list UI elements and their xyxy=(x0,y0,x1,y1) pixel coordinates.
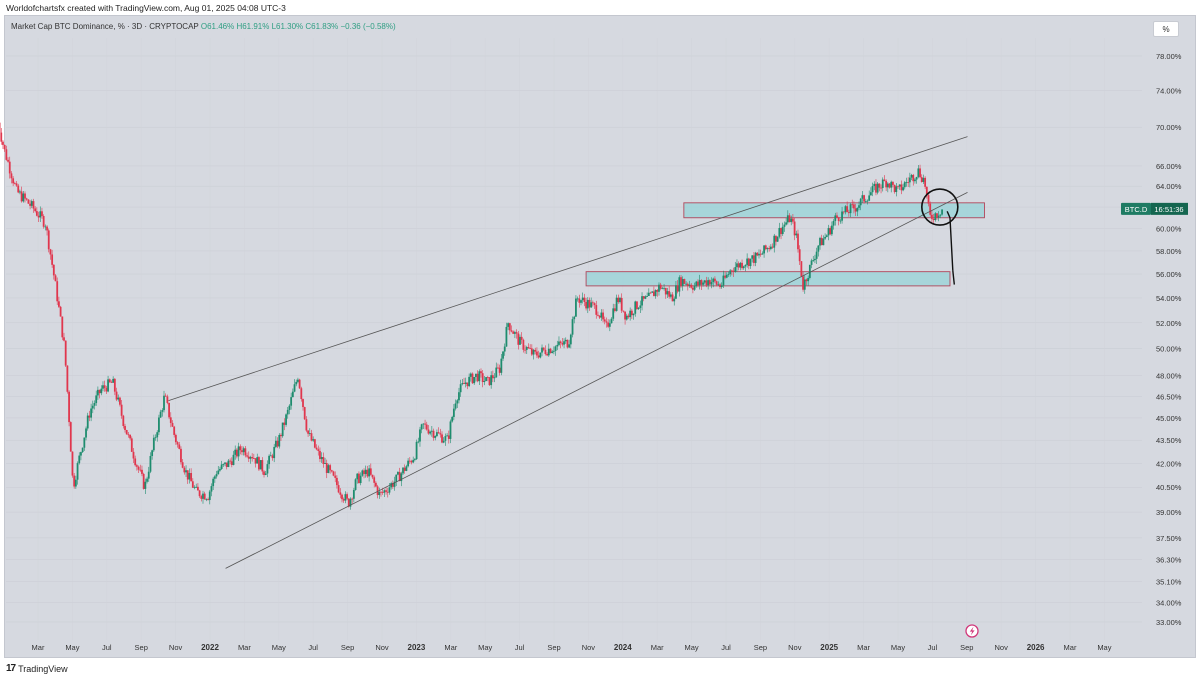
legend-ohlc: O61.46% H61.91% L61.30% C61.83% −0.36 (−… xyxy=(200,22,396,31)
chart-pane[interactable] xyxy=(4,15,1196,658)
chart-legend[interactable]: Market Cap BTC Dominance, % · 3D · CRYPT… xyxy=(11,22,396,31)
legend-title: Market Cap BTC Dominance, % · 3D · CRYPT… xyxy=(11,22,199,31)
tradingview-footer[interactable]: 17 TradingView xyxy=(6,663,68,674)
percent-scale-button[interactable]: % xyxy=(1153,21,1179,37)
candle-body xyxy=(0,132,3,142)
tradingview-logo-icon: 17 xyxy=(6,663,16,674)
tradingview-logo-text: TradingView xyxy=(18,663,68,674)
chart-credit: Worldofchartsfx created with TradingView… xyxy=(6,3,286,13)
